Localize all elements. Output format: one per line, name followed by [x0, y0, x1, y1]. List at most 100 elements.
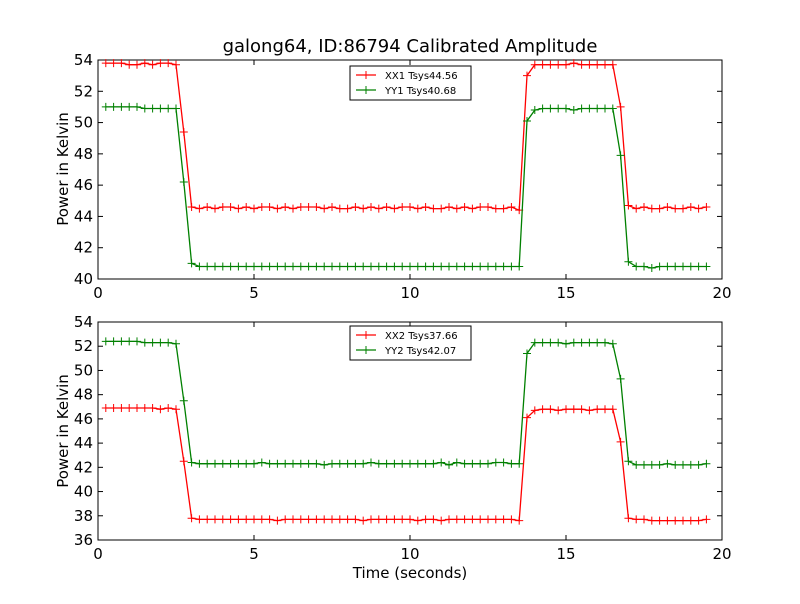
- top-series-point: [632, 262, 641, 271]
- top-series-point: [296, 262, 305, 271]
- bottom-series-point: [312, 515, 321, 524]
- bottom-legend-marker: [362, 346, 370, 354]
- top-series-point: [320, 262, 329, 271]
- top-panel-ylabel: Power in Kelvin: [54, 112, 72, 226]
- top-series-point: [273, 262, 282, 271]
- top-series-point: [164, 104, 173, 113]
- top-y-tick-label: 52: [74, 82, 93, 100]
- bottom-series-point: [507, 459, 516, 468]
- bottom-series-point: [374, 459, 383, 468]
- bottom-y-tick-label: 44: [74, 434, 93, 452]
- bottom-series-point: [640, 515, 648, 524]
- bottom-series-point: [296, 459, 305, 468]
- bottom-series-point: [218, 515, 227, 524]
- bottom-series-point: [468, 459, 477, 468]
- top-series-point: [117, 102, 126, 111]
- bottom-series-point: [647, 460, 656, 469]
- top-series-point: [234, 204, 243, 213]
- bottom-series-point: [351, 459, 360, 468]
- bottom-series-point: [289, 515, 297, 524]
- bottom-series-point: [367, 458, 375, 467]
- bottom-series-point: [320, 515, 329, 524]
- top-series-point: [226, 203, 235, 212]
- bottom-series-point: [507, 515, 516, 524]
- bottom-series-point: [523, 349, 531, 358]
- bottom-series-point: [179, 396, 188, 405]
- top-series-point: [686, 262, 695, 271]
- bottom-series-point: [413, 516, 422, 525]
- top-series-point: [125, 102, 134, 111]
- top-legend-marker: [362, 86, 370, 94]
- bottom-series-point: [437, 516, 446, 525]
- top-series-point: [593, 104, 602, 113]
- bottom-series-point: [203, 459, 212, 468]
- bottom-series-1: [101, 403, 711, 525]
- top-series-point: [640, 203, 648, 212]
- bottom-series-point: [608, 405, 617, 414]
- top-series-point: [601, 60, 609, 69]
- top-series-point: [484, 262, 492, 271]
- top-series-point: [554, 60, 563, 69]
- bottom-series-point: [242, 459, 251, 468]
- top-series-point: [281, 203, 290, 212]
- bottom-series-point: [406, 459, 414, 468]
- top-series-point: [367, 203, 375, 212]
- bottom-x-tick-label: 20: [712, 545, 731, 563]
- top-series-point: [242, 262, 251, 271]
- bottom-y-tick-label: 36: [74, 531, 93, 549]
- top-series-point: [367, 262, 375, 271]
- bottom-series-point: [226, 459, 235, 468]
- top-series-point: [468, 204, 477, 213]
- top-legend: XX1 Tsys44.56 YY1 Tsys40.68: [349, 65, 472, 101]
- bottom-series-point: [406, 515, 414, 524]
- bottom-series-point: [694, 516, 703, 525]
- top-series-point: [530, 106, 539, 115]
- bottom-series-point: [203, 515, 212, 524]
- bottom-series-point: [265, 459, 274, 468]
- bottom-series-point: [335, 515, 344, 524]
- bottom-series-point: [234, 515, 243, 524]
- top-series-point: [203, 203, 212, 212]
- top-series-point: [390, 204, 399, 213]
- bottom-x-tick-label: 0: [93, 545, 103, 563]
- top-series-point: [585, 60, 594, 69]
- top-series-point: [491, 262, 500, 271]
- top-legend-box: [349, 65, 472, 101]
- bottom-series-point: [460, 459, 469, 468]
- bottom-panel-xlabel: Time (seconds): [352, 564, 468, 582]
- bottom-legend-marker: [362, 331, 370, 339]
- top-series-point: [484, 203, 492, 212]
- top-series-point: [312, 203, 321, 212]
- bottom-series-point: [538, 338, 547, 347]
- top-x-tick-label: 5: [249, 284, 259, 302]
- top-series-point: [616, 151, 625, 160]
- top-series-point: [702, 262, 711, 271]
- bottom-y-tick-label: 50: [74, 361, 93, 379]
- top-series-point: [335, 262, 344, 271]
- bottom-series-point: [515, 459, 524, 468]
- bottom-legend-label: YY2 Tsys42.07: [384, 346, 456, 357]
- bottom-series-point: [546, 338, 555, 347]
- top-series-point: [413, 204, 422, 213]
- bottom-y-tick-label: 48: [74, 386, 93, 404]
- bottom-series-point: [562, 339, 570, 348]
- top-series-point: [351, 262, 360, 271]
- bottom-series-point: [601, 405, 609, 414]
- bottom-series-point: [686, 460, 695, 469]
- top-series-point: [460, 262, 469, 271]
- bottom-series-point: [694, 460, 703, 469]
- bottom-series-point: [281, 515, 290, 524]
- bottom-series-point: [218, 459, 227, 468]
- top-series-point: [211, 262, 219, 271]
- bottom-x-tick-label: 15: [556, 545, 575, 563]
- top-series-point: [164, 59, 173, 68]
- bottom-series-point: [671, 460, 680, 469]
- top-y-tick-label: 44: [74, 207, 93, 225]
- bottom-series-point: [211, 459, 219, 468]
- bottom-series-point: [523, 413, 531, 422]
- top-series-point: [445, 262, 453, 271]
- bottom-series-point: [702, 459, 711, 468]
- top-series-point: [218, 203, 227, 212]
- bottom-series-point: [289, 459, 297, 468]
- top-series-point: [421, 203, 430, 212]
